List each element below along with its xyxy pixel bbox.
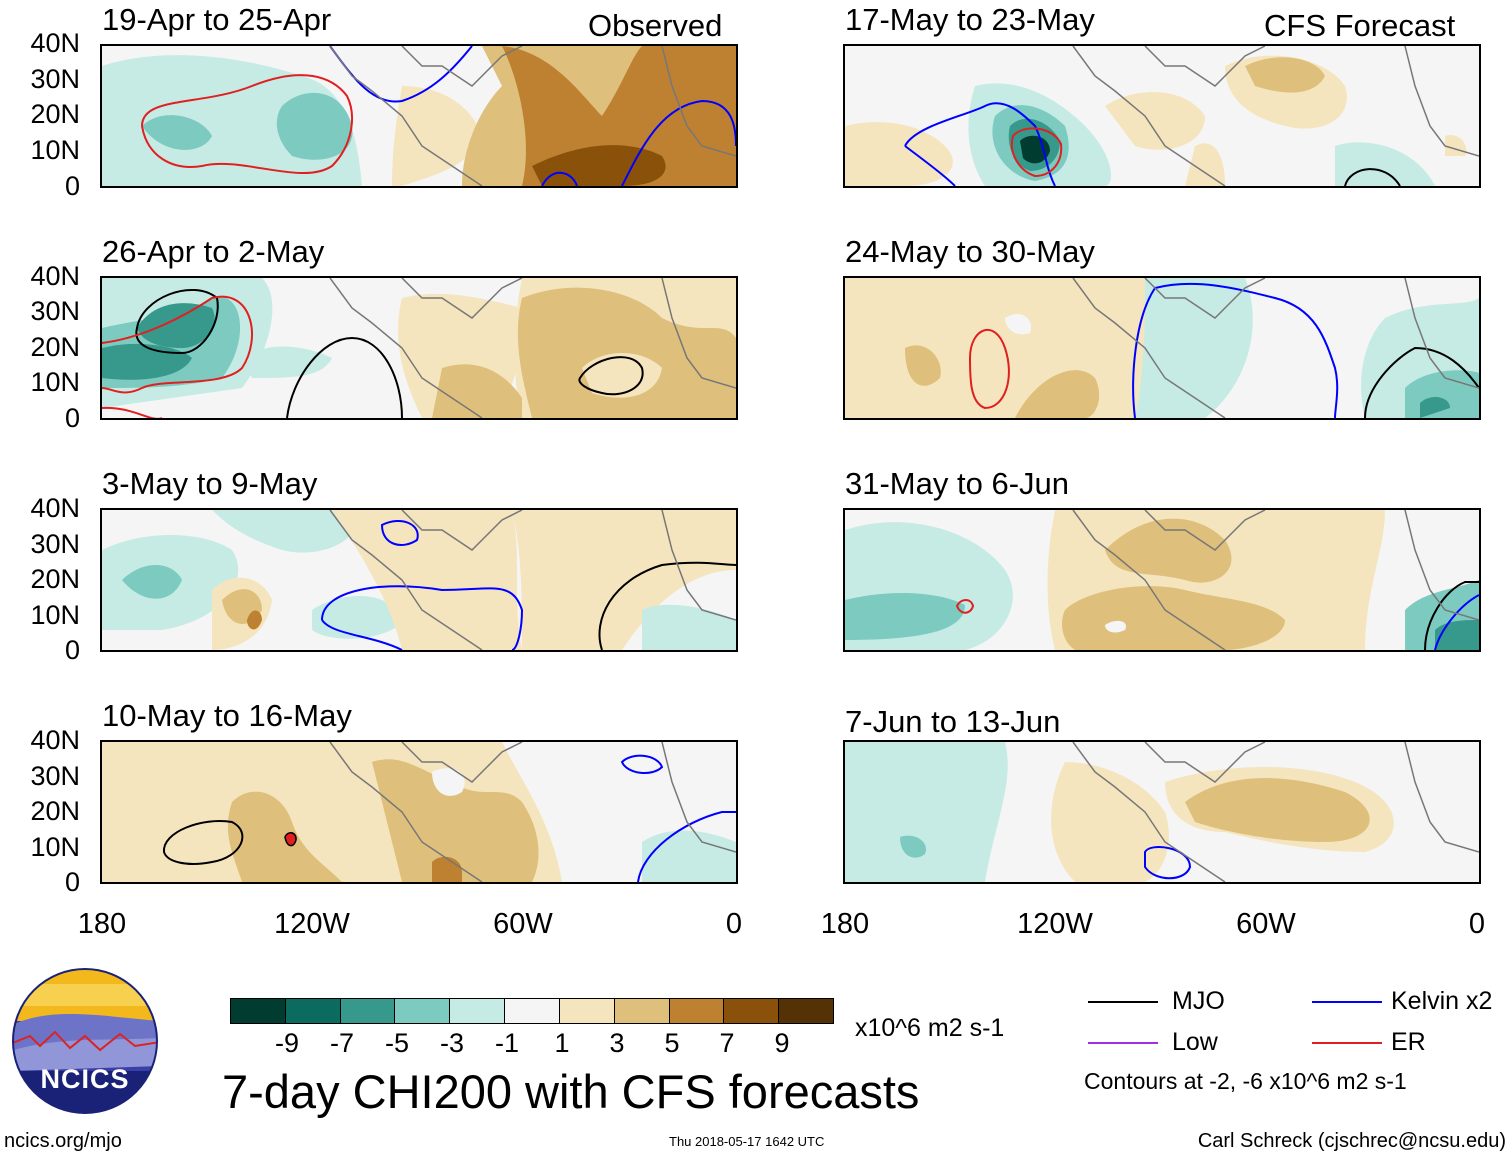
lon-tick: 60W [493,908,553,940]
lon-tick: 0 [725,908,743,940]
anomaly-field [845,278,1479,418]
colorbar-swatch [779,999,833,1023]
ncics-logo: NCICS [10,966,160,1116]
anomaly-field [102,742,736,882]
colorbar-swatch [724,999,780,1023]
legend-label-mjo: MJO [1172,987,1225,1015]
observed-label: Observed [588,8,723,43]
colorbar-label: 1 [554,1028,570,1058]
colorbar-swatch [285,999,341,1023]
lat-tick: 40N [30,261,80,291]
author-credit: Carl Schreck (cjschrec@ncsu.edu) [1197,1130,1506,1152]
map-panel-obs-2 [100,276,738,420]
map-panel-fc-2 [843,276,1481,420]
contour-note: Contours at -2, -6 x10^6 m2 s-1 [1084,1068,1407,1094]
panel-title-obs-2: 26-Apr to 2-May [102,234,325,269]
lat-tick: 10N [30,600,80,630]
colorbar-swatch [614,999,670,1023]
colorbar-label: 3 [609,1028,625,1058]
lat-tick: 30N [30,529,80,559]
colorbar-swatch [231,999,286,1023]
colorbar-swatch [450,999,506,1023]
legend-label-low: Low [1172,1028,1218,1056]
panel-title-obs-1: 19-Apr to 25-Apr [102,2,332,37]
map-panel-fc-1 [843,44,1481,188]
colorbar-swatch [340,999,396,1023]
lat-tick: 20N [30,332,80,362]
legend-swatch-low [1088,1042,1158,1044]
colorbar-label: -3 [439,1028,464,1058]
anomaly-field [845,46,1479,186]
map-panel-fc-3 [843,508,1481,652]
colorbar-label: -7 [329,1028,354,1058]
website-link[interactable]: ncics.org/mjo [4,1130,122,1152]
lon-tick: 180 [77,908,127,940]
anomaly-field [102,278,736,418]
anomaly-field [102,46,736,186]
lat-tick: 40N [30,493,80,523]
panel-title-fc-1: 17-May to 23-May [845,2,1095,37]
legend-swatch-kelvin [1312,1001,1382,1003]
lat-tick: 10N [30,135,80,165]
lat-tick: 0 [64,403,80,433]
legend-swatch-er [1312,1042,1382,1044]
colorbar-swatch [559,999,615,1023]
lon-tick: 120W [1017,908,1093,940]
forecast-label: CFS Forecast [1264,8,1456,43]
anomaly-field [845,510,1479,650]
panel-title-fc-3: 31-May to 6-Jun [845,466,1069,501]
colorbar-label: 7 [719,1028,735,1058]
lat-tick: 0 [64,867,80,897]
lon-tick: 120W [274,908,350,940]
colorbar-swatch [669,999,725,1023]
lat-tick: 0 [64,171,80,201]
legend-label-er: ER [1391,1028,1426,1056]
colorbar [230,998,834,1024]
lat-tick: 40N [30,28,80,58]
lat-tick: 20N [30,796,80,826]
map-panel-obs-4 [100,740,738,884]
logo-text: NCICS [40,1064,130,1094]
panel-title-obs-3: 3-May to 9-May [102,466,318,501]
map-panel-obs-1 [100,44,738,188]
colorbar-swatch [505,999,560,1023]
panel-title-obs-4: 10-May to 16-May [102,698,352,733]
lon-tick: 0 [1468,908,1486,940]
anomaly-field [102,510,736,650]
legend-swatch-mjo [1088,1001,1158,1003]
colorbar-swatch [395,999,451,1023]
colorbar-label: -1 [494,1028,519,1058]
lat-tick: 20N [30,564,80,594]
lon-tick: 180 [820,908,870,940]
colorbar-label: -5 [384,1028,409,1058]
lat-tick: 10N [30,367,80,397]
logo-emblem [12,968,158,1114]
figure-title: 7-day CHI200 with CFS forecasts [222,1065,920,1118]
map-panel-obs-3 [100,508,738,652]
lat-tick: 10N [30,832,80,862]
colorbar-label: 9 [774,1028,790,1058]
lat-tick: 20N [30,99,80,129]
lat-tick: 40N [30,725,80,755]
lat-tick: 30N [30,761,80,791]
lon-tick: 60W [1236,908,1296,940]
legend-label-kelvin: Kelvin x2 [1391,987,1493,1015]
lat-tick: 30N [30,64,80,94]
panel-title-fc-4: 7-Jun to 13-Jun [845,704,1061,739]
colorbar-label: 5 [664,1028,680,1058]
map-panel-fc-4 [843,740,1481,884]
colorbar-label: -9 [274,1028,299,1058]
anomaly-field [845,742,1479,882]
lat-tick: 30N [30,296,80,326]
timestamp: Thu 2018-05-17 1642 UTC [669,1134,825,1149]
units-label: x10^6 m2 s-1 [855,1014,1005,1042]
lat-tick: 0 [64,635,80,665]
panel-title-fc-2: 24-May to 30-May [845,234,1095,269]
